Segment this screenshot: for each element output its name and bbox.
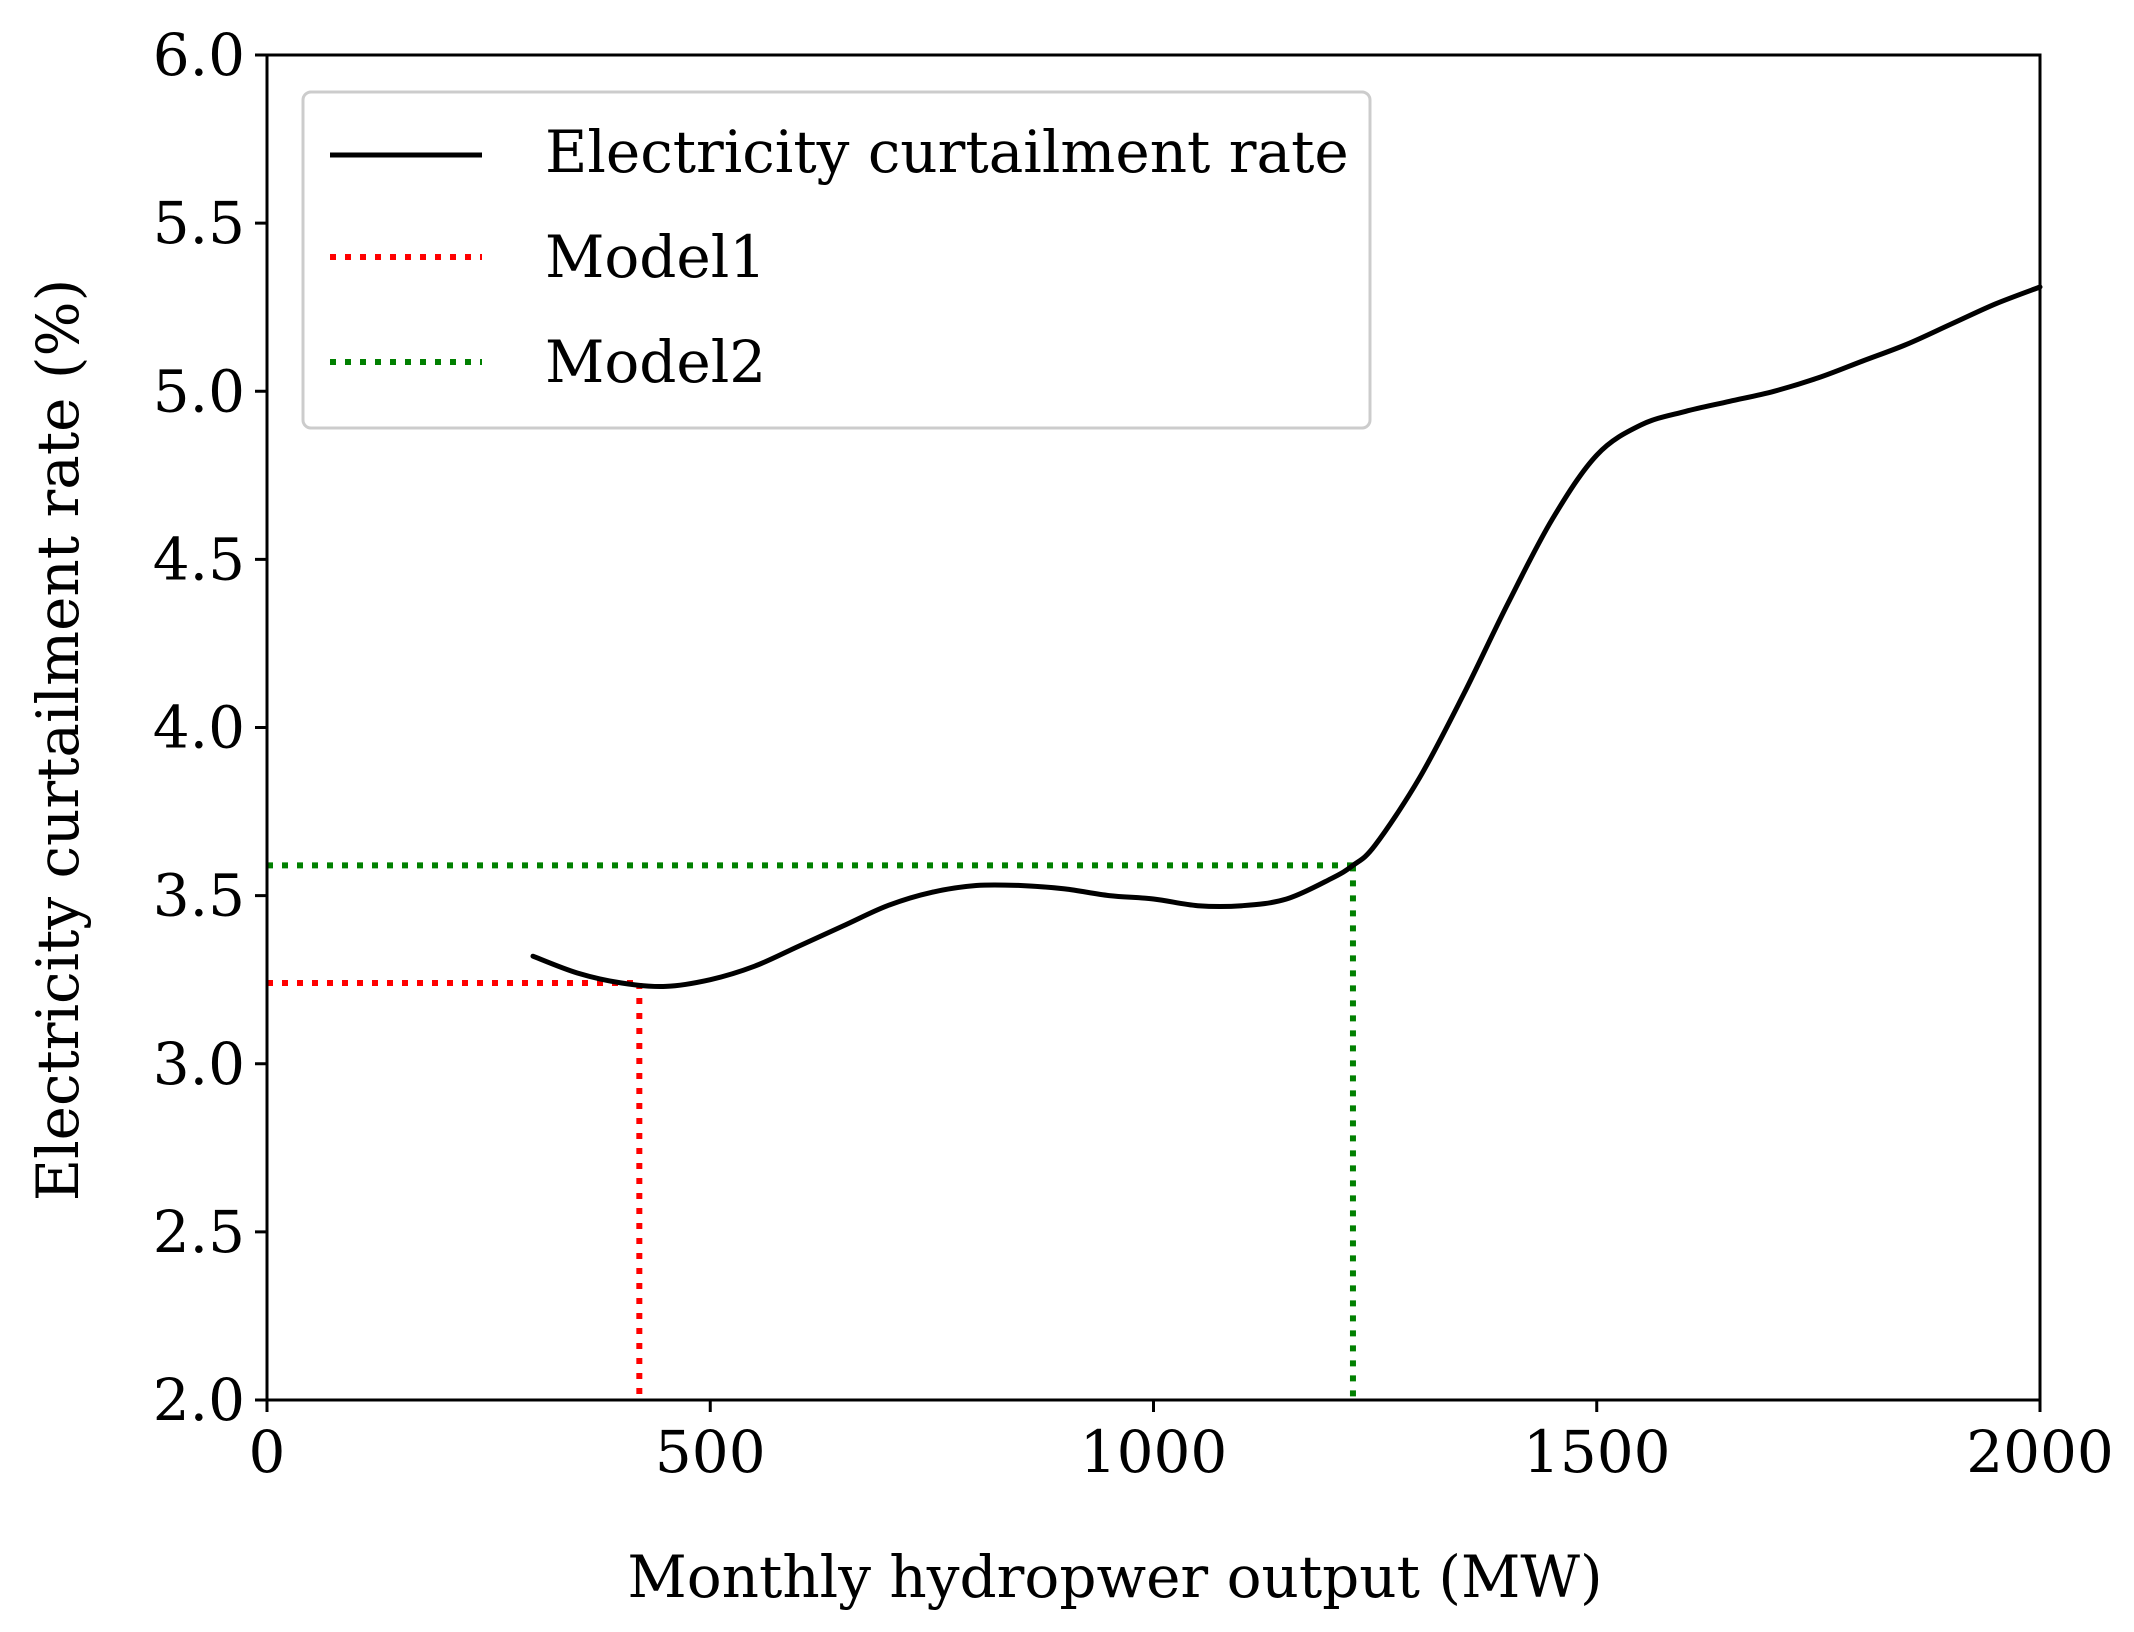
y-axis-ticks: 2.0 2.5 3.0 3.5 4.0 4.5 5.0 5.5 6.0 (153, 21, 267, 1434)
legend: Electricity curtailment rate Model1 Mode… (301, 90, 1372, 430)
legend-label-model1: Model1 (545, 223, 766, 291)
y-tick-label: 4.0 (153, 694, 245, 762)
legend-box (301, 90, 1372, 430)
y-tick-label: 2.0 (153, 1366, 245, 1434)
x-axis-ticks: 0 500 1000 1500 2000 (249, 1400, 2114, 1486)
x-tick-label: 0 (249, 1418, 286, 1486)
y-tick-label: 2.5 (153, 1198, 245, 1266)
x-tick-label: 1500 (1523, 1418, 1671, 1486)
x-tick-label: 2000 (1966, 1418, 2114, 1486)
series-line-curtailment-rate (530, 284, 2043, 990)
x-tick-label: 500 (655, 1418, 766, 1486)
y-tick-label: 4.5 (153, 525, 245, 593)
y-tick-label: 6.0 (153, 21, 245, 89)
y-axis-label: Electricity curtailment rate (%) (24, 279, 92, 1202)
reference-lines (267, 862, 1356, 1400)
y-tick-label: 3.0 (153, 1030, 245, 1098)
legend-label-model2: Model2 (545, 328, 766, 396)
legend-label-curtailment: Electricity curtailment rate (545, 118, 1349, 186)
y-tick-label: 5.0 (153, 357, 245, 425)
x-tick-label: 1000 (1080, 1418, 1228, 1486)
x-axis-label: Monthly hydropwer output (MW) (627, 1543, 1602, 1611)
series-lines (530, 284, 2043, 990)
y-tick-label: 3.5 (153, 862, 245, 930)
y-tick-label: 5.5 (153, 189, 245, 257)
